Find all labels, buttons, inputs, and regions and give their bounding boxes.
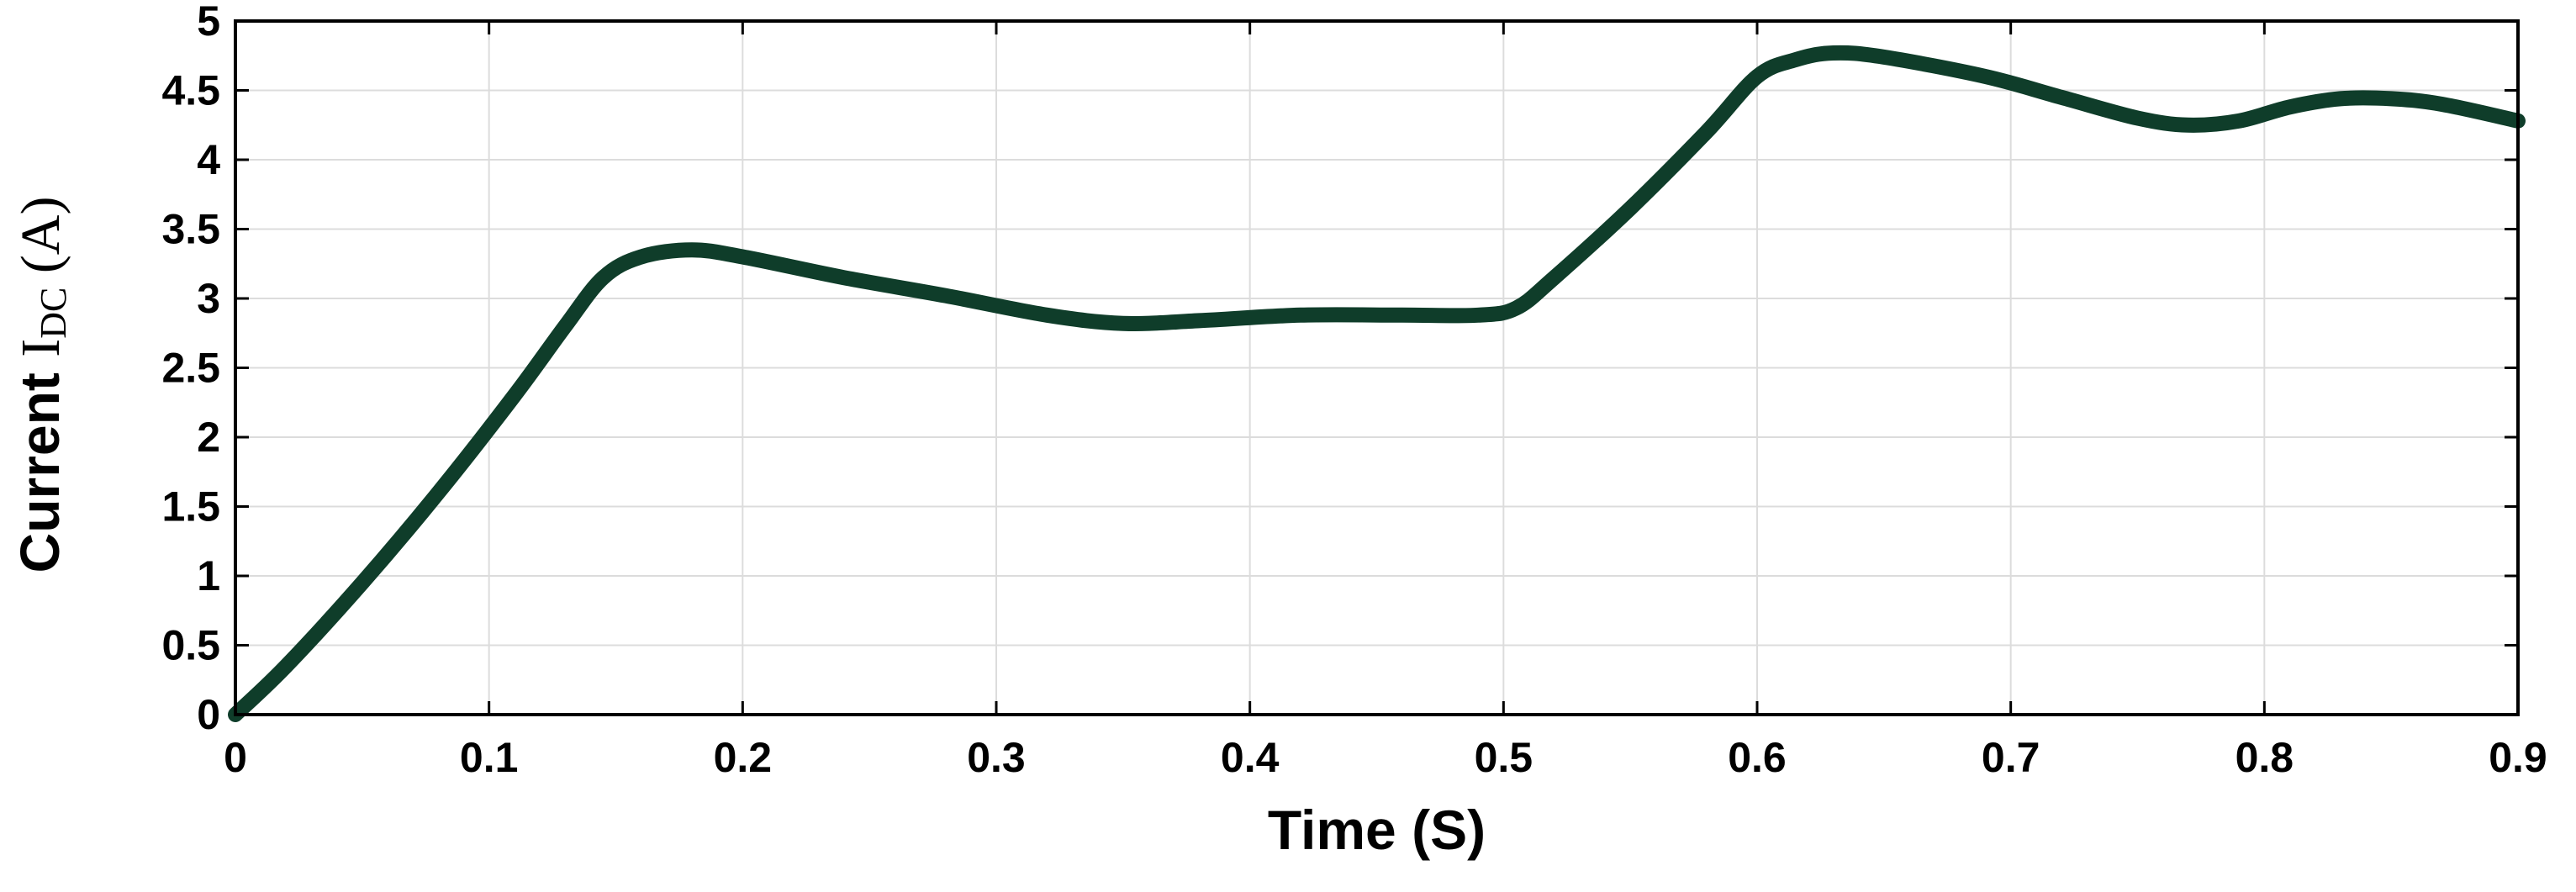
y-axis-label-unit: (A) bbox=[10, 197, 71, 288]
x-tick-label: 0.1 bbox=[460, 734, 519, 781]
axis-ticks: 0 0.1 0.2 0.3 0.4 0.5 0.6 0.7 0.8 0.9 0 0.5 1 1.5 2 2.5… bbox=[161, 0, 2547, 781]
y-tick-label: 4 bbox=[197, 136, 220, 183]
x-tick-label: 0.7 bbox=[1982, 734, 2040, 781]
x-tick-label: 0.9 bbox=[2489, 734, 2547, 781]
y-axis-label-prefix: Current bbox=[8, 357, 71, 573]
y-tick-label: 2.5 bbox=[161, 345, 220, 392]
x-tick-label: 0.6 bbox=[1728, 734, 1787, 781]
y-tick-label: 3 bbox=[197, 275, 220, 322]
y-tick-label: 1.5 bbox=[161, 483, 220, 530]
y-axis-label-subscript: DC bbox=[33, 288, 74, 339]
y-tick-label: 5 bbox=[197, 0, 220, 45]
y-tick-label: 4.5 bbox=[161, 67, 220, 114]
y-axis-label-symbol: I bbox=[10, 339, 71, 357]
x-tick-label: 0.5 bbox=[1475, 734, 1533, 781]
x-tick-label: 0.8 bbox=[2236, 734, 2294, 781]
series-line-current bbox=[228, 45, 2526, 722]
x-tick-label: 0.4 bbox=[1221, 734, 1280, 781]
y-tick-label: 3.5 bbox=[161, 206, 220, 253]
y-tick-label: 0 bbox=[197, 691, 220, 738]
x-tick-label: 0.2 bbox=[714, 734, 773, 781]
y-tick-label: 0.5 bbox=[161, 622, 220, 669]
x-tick-label: 0 bbox=[224, 734, 247, 781]
x-tick-label: 0.3 bbox=[967, 734, 1026, 781]
x-axis-label: Time (S) bbox=[1268, 799, 1486, 861]
y-axis-label: Current IDC (A) bbox=[8, 197, 74, 573]
y-tick-label: 1 bbox=[197, 552, 220, 599]
y-tick-label: 2 bbox=[197, 414, 220, 461]
